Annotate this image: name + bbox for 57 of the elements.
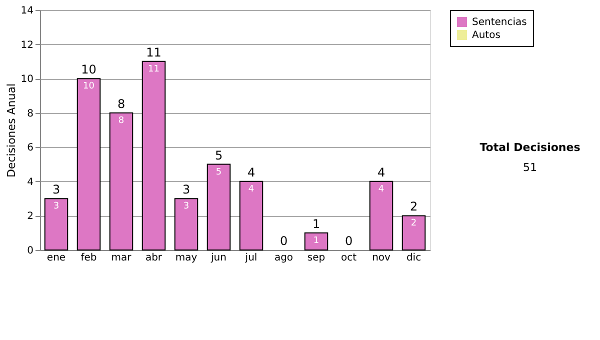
bar <box>206 164 231 250</box>
bar <box>142 60 166 250</box>
total-label: 1 <box>312 216 320 231</box>
bar <box>76 78 101 250</box>
bar <box>44 198 68 250</box>
data-label: 4 <box>378 184 384 194</box>
data-label: 5 <box>216 167 222 178</box>
total-label: 0 <box>344 234 353 248</box>
legend-label: Sentencias <box>472 17 527 28</box>
bar <box>402 215 426 250</box>
y-tick-label: 4 <box>27 176 34 188</box>
total-label: 5 <box>214 148 223 162</box>
x-tick-label: oct <box>340 252 357 264</box>
x-tick-label: nov <box>372 252 391 264</box>
data-label: 1 <box>313 236 320 246</box>
bar <box>239 180 264 250</box>
total-label: 0 <box>280 234 288 248</box>
y-tick-label: 2 <box>27 211 34 222</box>
total-label: 4 <box>247 165 256 180</box>
data-label: 8 <box>118 116 124 126</box>
y-tick-label: 14 <box>20 6 34 16</box>
total-label: 11 <box>146 45 162 60</box>
x-tick-label: ago <box>274 252 294 264</box>
y-tick-label: 0 <box>27 246 34 256</box>
bar <box>174 198 198 250</box>
y-tick-label: 8 <box>27 108 34 120</box>
x-tick-label: jun <box>210 252 226 264</box>
x-tick-label: sep <box>307 252 326 264</box>
data-label: 3 <box>53 202 60 212</box>
data-label: 2 <box>410 218 417 229</box>
data-label: 3 <box>183 202 190 212</box>
x-tick-label: ene <box>46 252 66 264</box>
bar <box>109 112 134 250</box>
y-tick-label: 10 <box>20 74 34 86</box>
text: 51 <box>523 161 537 174</box>
x-tick-label: abr <box>145 252 163 264</box>
total-label: 4 <box>377 165 386 180</box>
data-label: 11 <box>148 64 160 74</box>
y-tick-label: 6 <box>27 142 34 154</box>
total-label: 10 <box>81 62 96 77</box>
data-label: 10 <box>83 82 95 92</box>
total-label: 3 <box>182 182 190 197</box>
total-label: 3 <box>52 182 60 197</box>
x-tick-label: feb <box>80 252 97 264</box>
total-label: 2 <box>410 200 418 214</box>
legend-label: Autos <box>472 30 500 41</box>
bar <box>369 180 394 250</box>
x-tick-label: jul <box>244 252 258 264</box>
y-axis-title: Decisiones Anual <box>4 83 18 178</box>
x-tick-label: may <box>175 252 198 264</box>
y-tick-label: 12 <box>20 40 34 51</box>
total-label: 8 <box>117 96 126 111</box>
x-tick-label: dic <box>406 252 422 264</box>
data-label: 4 <box>248 184 254 194</box>
bar <box>304 232 328 250</box>
x-tick-label: mar <box>111 252 132 264</box>
text: Total Decisiones <box>480 141 581 154</box>
